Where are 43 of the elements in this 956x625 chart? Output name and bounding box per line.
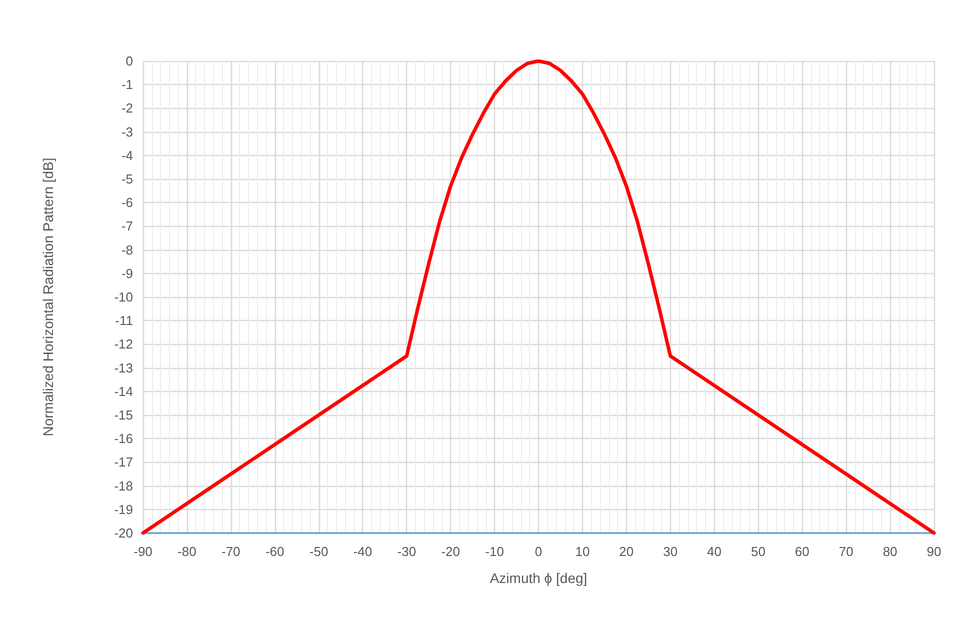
y-tick-label: -13 [114,360,133,376]
y-tick-label: -19 [114,502,133,517]
y-tick-label: -15 [114,408,133,422]
y-tick-label: -10 [114,290,133,304]
y-tick-label: -1 [121,77,133,92]
y-tick-label: -14 [114,384,133,399]
y-tick-label: -17 [114,454,133,470]
line-series [141,59,936,535]
x-axis-title: Azimuth ϕ [deg] [490,570,588,586]
x-tick-label: 60 [794,544,810,559]
y-axis-title: Normalized Horizontal Radiation Pattern [dB] [40,158,56,436]
x-tick-label: -90 [134,544,152,559]
x-tick-label: -20 [441,544,460,559]
x-tick-label: -30 [397,544,416,559]
y-tick-label: -7 [121,218,133,234]
x-tick-label: 0 [534,544,542,559]
y-tick-label: -6 [121,195,133,210]
y-tick-label: -3 [121,124,133,140]
y-tick-label: 0 [126,54,133,68]
x-tick-label: 10 [575,544,590,559]
x-tick-label: 20 [619,544,634,559]
x-tick-label: -10 [485,544,504,559]
y-tick-label: -11 [115,313,133,328]
y-tick-label: -9 [121,266,133,281]
y-tick-label: -2 [121,100,133,116]
x-tick-label: -50 [309,544,328,559]
y-tick-label: -8 [121,242,133,258]
x-tick-label: 40 [707,544,722,559]
x-tick-label: 90 [926,544,942,559]
y-tick-label: -5 [121,172,133,186]
x-tick-label: 30 [663,544,678,559]
y-tick-label: -20 [114,526,133,540]
x-tick-label: 70 [838,544,854,559]
x-tick-label: -80 [178,544,196,559]
x-tick-label: -70 [221,544,240,559]
y-tick-label: -12 [114,336,133,352]
y-tick-label: -18 [114,478,133,494]
x-tick-label: -40 [353,544,372,559]
y-tick-label: -4 [121,148,133,163]
y-tick-label: -16 [114,431,133,446]
x-tick-label: 80 [882,544,898,559]
x-tick-label: 50 [750,544,766,559]
x-tick-label: -60 [265,544,284,559]
